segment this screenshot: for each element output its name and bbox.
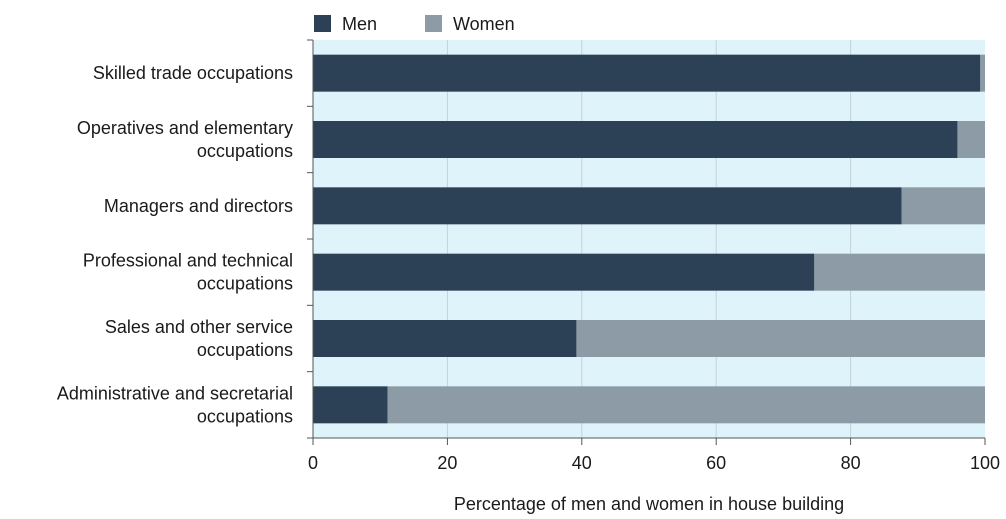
legend-swatch-women [425,15,442,32]
bar-men-2 [313,121,958,158]
legend-swatch-men [314,15,331,32]
bar-men-6 [313,386,388,424]
category-label: Professional and technical occupations [83,251,293,294]
plot-background [313,40,985,438]
legend-label-women: Women [453,14,515,34]
x-tick-label: 40 [572,453,592,473]
x-tick-label: 80 [841,453,861,473]
bar-women-1 [980,54,985,92]
bar-men-3 [313,187,902,225]
x-axis-title: Percentage of men and women in house bui… [454,494,844,514]
x-tick-label: 100 [970,453,1000,473]
category-label: Sales and other service occupations [105,317,293,360]
category-label: Managers and directors [104,196,293,216]
bar-men-4 [313,253,815,291]
bar-women-6 [387,386,985,424]
x-tick-label: 0 [308,453,318,473]
bar-women-5 [576,320,985,357]
legend-label-men: Men [342,14,377,34]
category-label: Skilled trade occupations [93,63,293,83]
bar-men-1 [313,54,981,92]
bar-women-4 [814,253,985,291]
category-label: Operatives and elementary occupations [77,118,293,161]
category-label: Administrative and secretarial occupation… [57,383,293,426]
bar-men-5 [313,320,577,357]
x-tick-label: 20 [437,453,457,473]
x-tick-label: 60 [706,453,726,473]
bar-women-2 [957,121,985,158]
bar-women-3 [901,187,985,225]
